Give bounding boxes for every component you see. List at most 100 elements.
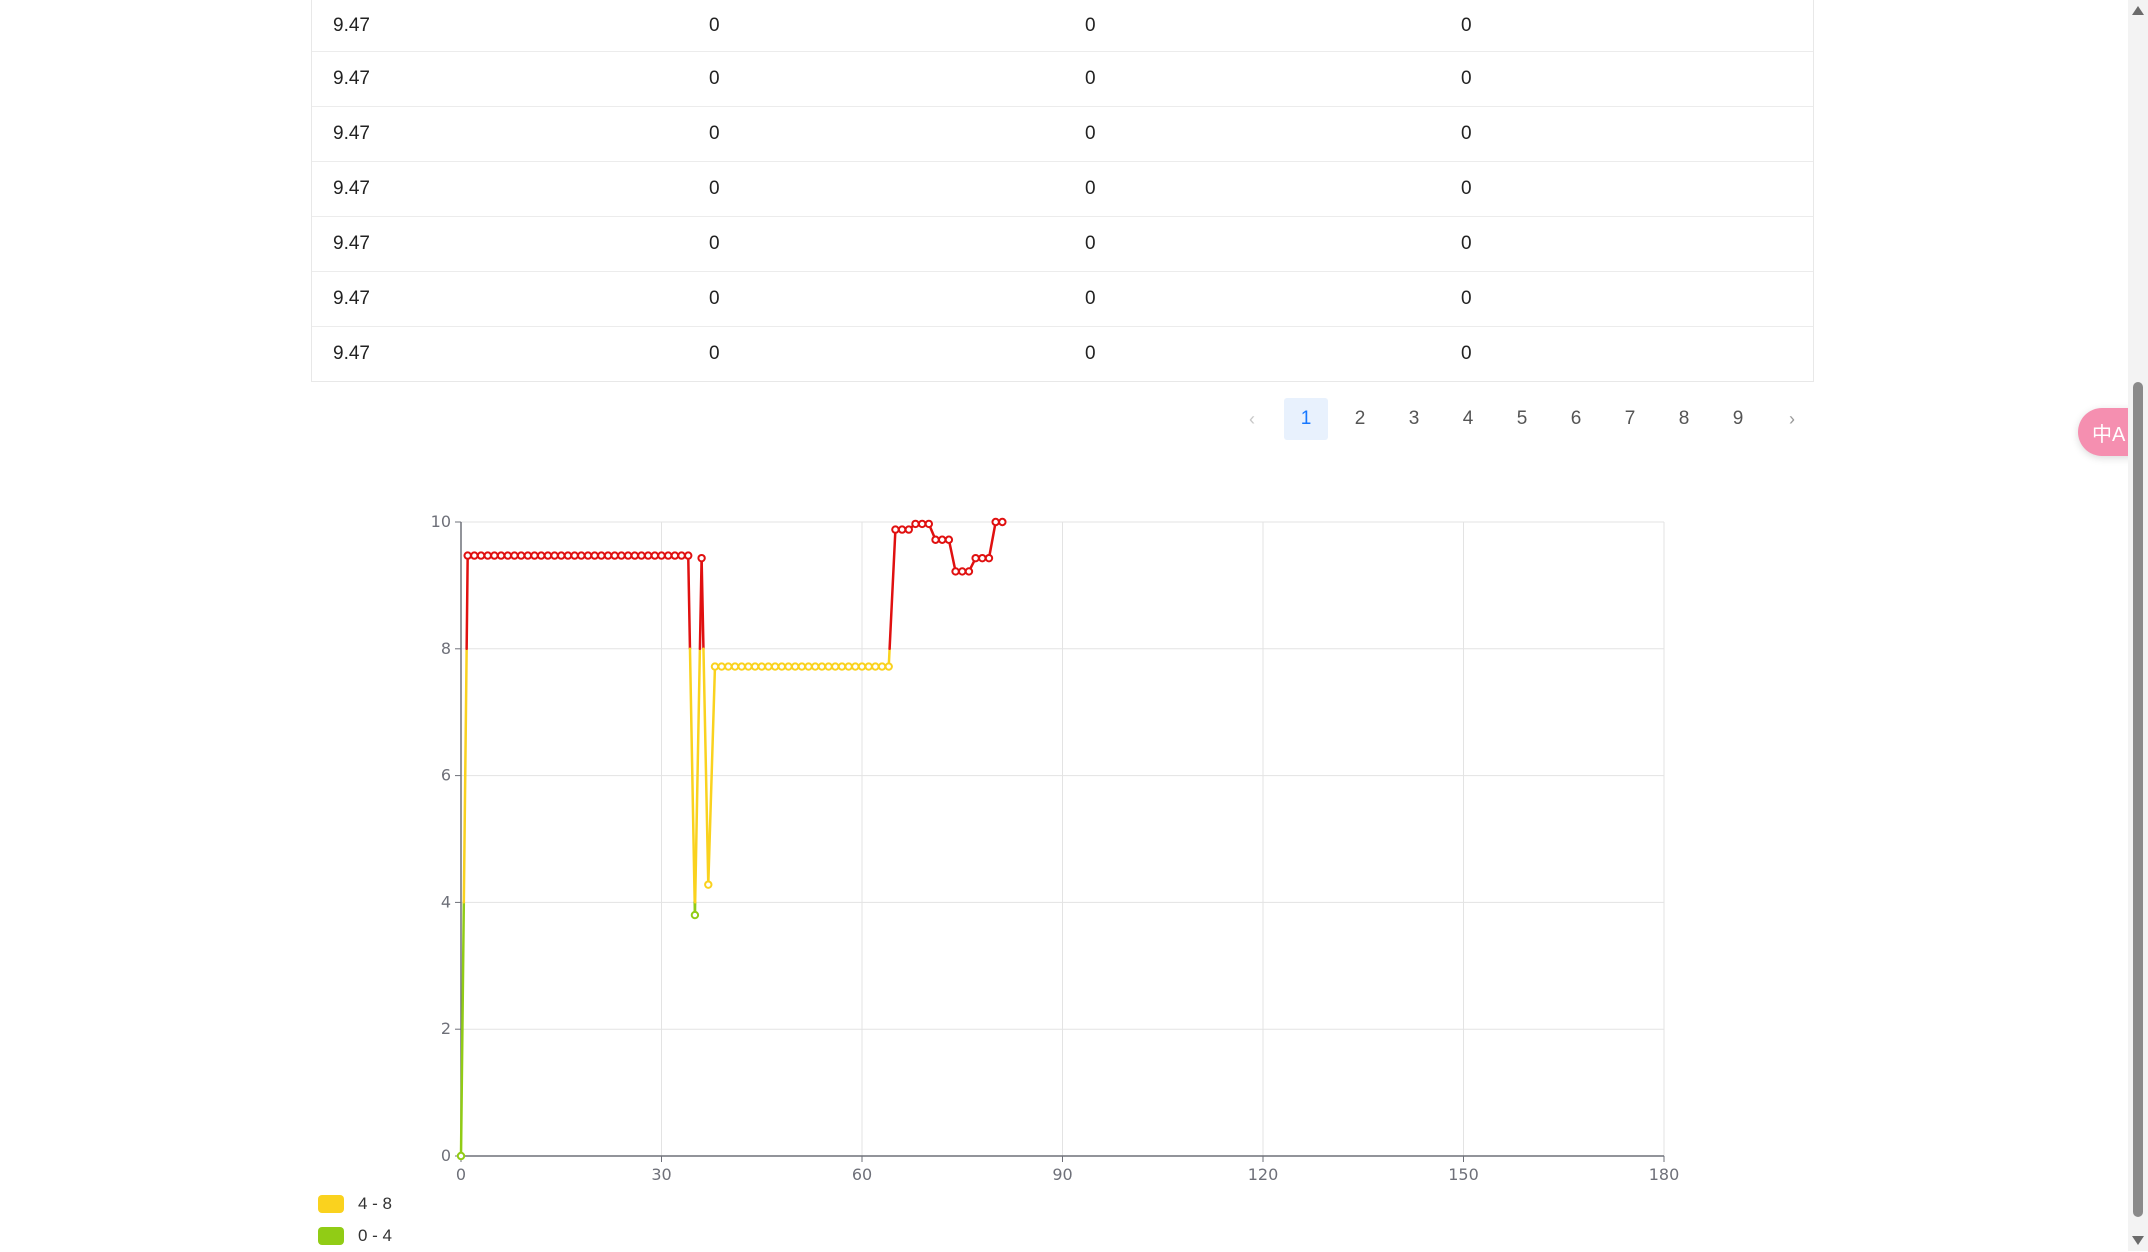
data-point	[605, 552, 611, 558]
y-tick-label: 8	[441, 639, 451, 658]
data-point	[899, 526, 905, 532]
series-line-segment	[702, 558, 704, 649]
data-point	[799, 663, 805, 669]
data-point	[612, 552, 618, 558]
data-point	[591, 552, 597, 558]
data-point	[785, 663, 791, 669]
x-tick-label: 180	[1649, 1165, 1680, 1184]
data-point	[912, 521, 918, 527]
data-point	[845, 663, 851, 669]
x-tick-label: 90	[1052, 1165, 1072, 1184]
data-point	[852, 663, 858, 669]
data-point	[832, 663, 838, 669]
data-point	[458, 1153, 464, 1159]
translate-button[interactable]: 中A	[2078, 408, 2134, 456]
data-point	[906, 526, 912, 532]
data-point	[979, 555, 985, 561]
data-point	[879, 663, 885, 669]
data-point	[765, 663, 771, 669]
data-point	[518, 552, 524, 558]
data-point	[999, 519, 1005, 525]
data-point	[705, 881, 711, 887]
scroll-up-icon[interactable]	[2132, 6, 2144, 15]
x-tick-label: 150	[1448, 1165, 1479, 1184]
data-point	[919, 521, 925, 527]
data-point	[732, 663, 738, 669]
data-point	[792, 663, 798, 669]
y-tick-label: 4	[441, 892, 451, 911]
data-point	[972, 555, 978, 561]
data-point	[632, 552, 638, 558]
data-point	[859, 663, 865, 669]
data-point	[531, 552, 537, 558]
data-point	[652, 552, 658, 558]
data-point	[672, 552, 678, 558]
data-point	[952, 568, 958, 574]
scroll-thumb[interactable]	[2133, 382, 2143, 1217]
vertical-scrollbar[interactable]	[2128, 0, 2148, 1251]
data-point	[992, 519, 998, 525]
data-point	[558, 552, 564, 558]
data-point	[678, 552, 684, 558]
data-point	[645, 552, 651, 558]
data-point	[865, 663, 871, 669]
data-point	[692, 912, 698, 918]
data-point	[959, 568, 965, 574]
data-point	[525, 552, 531, 558]
data-point	[698, 555, 704, 561]
series-line-segment	[989, 522, 996, 558]
legend-swatch	[318, 1195, 344, 1213]
data-point	[618, 552, 624, 558]
series-line-segment	[464, 649, 467, 903]
x-tick-label: 120	[1248, 1165, 1279, 1184]
data-point	[685, 552, 691, 558]
series-line-segment	[949, 540, 956, 572]
series-line-segment	[467, 556, 468, 649]
data-point	[578, 552, 584, 558]
data-point	[772, 663, 778, 669]
legend-item[interactable]: 4 - 8	[318, 1188, 392, 1220]
data-point	[825, 663, 831, 669]
data-point	[571, 552, 577, 558]
scroll-down-icon[interactable]	[2132, 1236, 2144, 1245]
data-point	[745, 663, 751, 669]
legend-item[interactable]: 0 - 4	[318, 1220, 392, 1252]
data-point	[926, 521, 932, 527]
data-point	[892, 526, 898, 532]
data-point	[498, 552, 504, 558]
legend-label: 4 - 8	[358, 1194, 392, 1214]
data-point	[538, 552, 544, 558]
x-tick-label: 60	[852, 1165, 872, 1184]
data-point	[658, 552, 664, 558]
data-point	[725, 663, 731, 669]
data-point	[872, 663, 878, 669]
data-point	[625, 552, 631, 558]
data-point	[485, 552, 491, 558]
data-point	[491, 552, 497, 558]
data-point	[545, 552, 551, 558]
data-point	[478, 552, 484, 558]
data-point	[551, 552, 557, 558]
data-point	[946, 537, 952, 543]
data-point	[839, 663, 845, 669]
series-line-segment	[703, 649, 708, 885]
data-point	[752, 663, 758, 669]
data-point	[718, 663, 724, 669]
x-tick-label: 30	[651, 1165, 671, 1184]
data-point	[598, 552, 604, 558]
legend-label: 0 - 4	[358, 1226, 392, 1246]
y-tick-label: 2	[441, 1019, 451, 1038]
data-point	[779, 663, 785, 669]
data-point	[986, 555, 992, 561]
y-tick-label: 0	[441, 1146, 451, 1165]
legend-swatch	[318, 1227, 344, 1245]
data-point	[712, 663, 718, 669]
translate-icon: 中A	[2092, 418, 2125, 447]
chart-legend: 4 - 8 0 - 4	[318, 1188, 392, 1252]
data-point	[464, 552, 470, 558]
data-point	[739, 663, 745, 669]
data-point	[812, 663, 818, 669]
data-point	[665, 552, 671, 558]
data-point	[805, 663, 811, 669]
series-line-segment	[688, 556, 690, 649]
